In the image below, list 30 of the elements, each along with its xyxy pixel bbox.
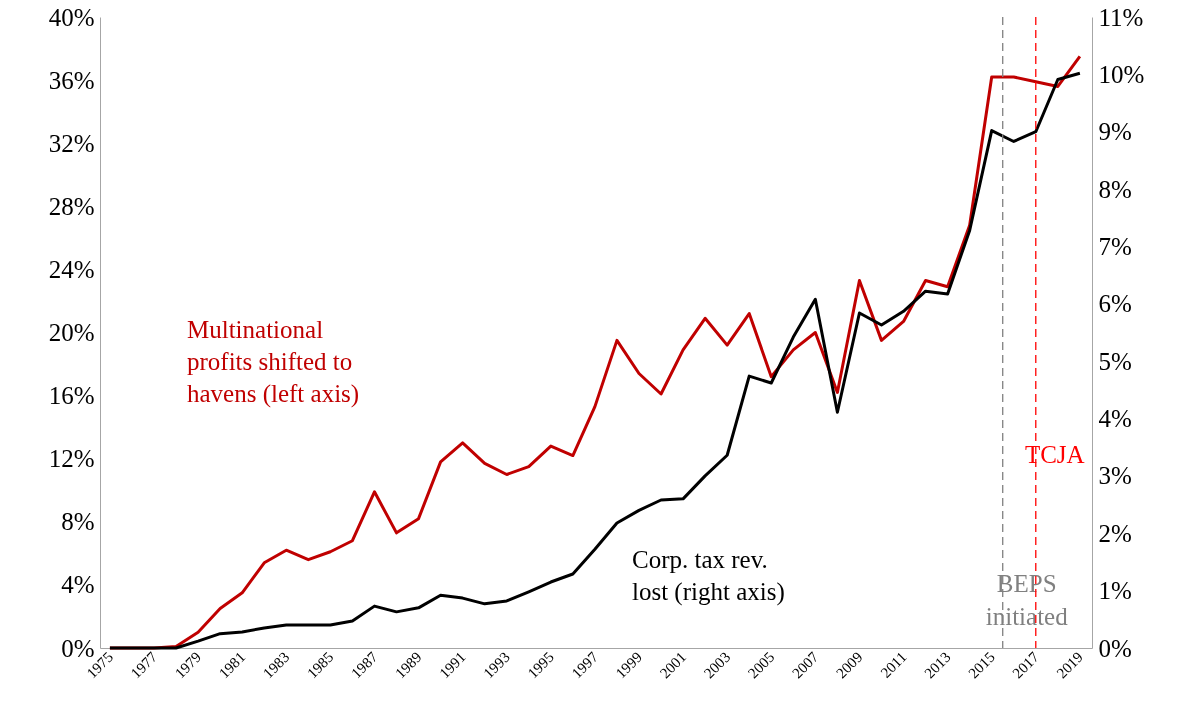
y2-tick-label: 6% (1098, 290, 1132, 318)
y-tick-label: 8% (61, 508, 95, 536)
y-tick-label: 20% (48, 319, 95, 346)
y2-tick-label: 11% (1098, 3, 1144, 31)
y2-tick-label: 4% (1098, 405, 1132, 433)
x-tick-label: 1981 (215, 648, 249, 682)
y-tick-label: 28% (48, 192, 95, 220)
y2-tick-label: 2% (1098, 519, 1132, 547)
y2-tick-label: 5% (1098, 347, 1132, 375)
y-tick-label: 36% (48, 66, 95, 94)
ref-line-label: TCJA (1024, 441, 1085, 468)
text: Multinational profits shifted to havens (left axis) (187, 316, 360, 408)
y2-tick-label: 3% (1098, 462, 1132, 490)
x-tick-label: 2011 (877, 648, 910, 681)
y2-tick-label: 8% (1098, 175, 1132, 203)
y-tick-label: 16% (48, 382, 95, 410)
y-tick-label: 24% (48, 255, 95, 283)
x-tick-label: 1993 (480, 648, 513, 682)
x-tick-label: 1991 (436, 648, 469, 682)
y2-tick-label: 1% (1098, 577, 1132, 605)
y-tick-label: 32% (48, 129, 95, 157)
y-tick-label: 12% (48, 445, 95, 473)
y2-tick-label: 10% (1098, 60, 1145, 88)
series-label: Corp. tax rev. lost (right axis) (632, 546, 785, 606)
y2-tick-label: 9% (1098, 118, 1132, 146)
y2-tick-label: 7% (1098, 232, 1132, 260)
y2-tick-label: 0% (1098, 634, 1132, 662)
y-tick-label: 4% (61, 571, 95, 599)
ref-line-label: BEPS initiated (985, 570, 1069, 630)
y-tick-label: 40% (48, 3, 95, 31)
